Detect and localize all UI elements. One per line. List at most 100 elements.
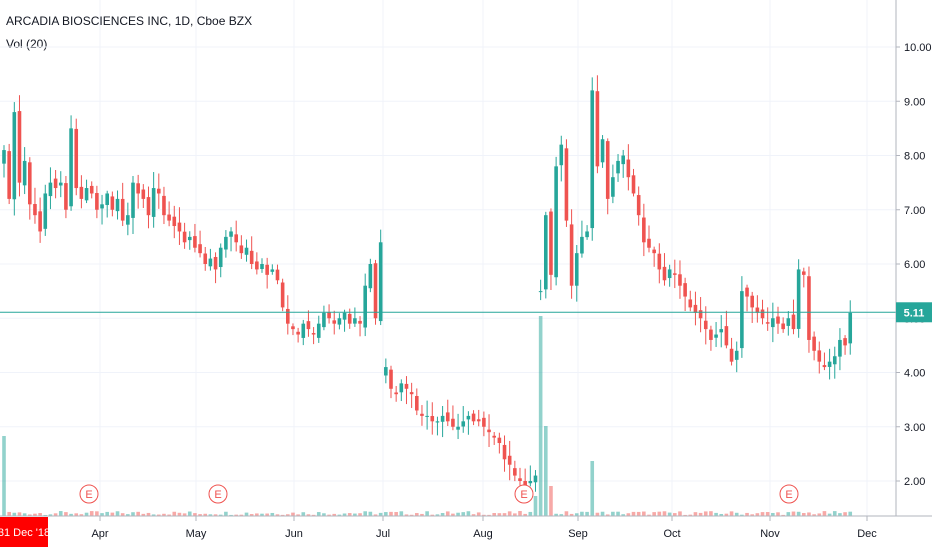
earnings-marker-label: E [85,489,92,501]
volume-bar [832,511,837,516]
candle-body [802,271,806,275]
volume-bar [636,511,641,516]
volume-bar [394,511,398,516]
volume-bar [466,511,471,516]
volume-bar [807,512,811,516]
volume-bar [43,514,48,516]
volume-bar [745,512,749,516]
volume-bar [286,514,290,516]
grid-lines [0,0,896,516]
volume-bar [518,511,522,516]
volume-bar [203,513,208,516]
candle-body [590,90,595,229]
price-axis[interactable]: 10.009.008.007.006.005.004.003.002.00 [896,42,932,488]
candle-body [234,234,238,243]
candle-body [838,339,842,357]
candle-body [533,475,538,483]
volume-bar [384,512,388,516]
candle-body [224,236,228,250]
candle-body [291,326,295,330]
candle-body [611,177,615,197]
candle-body [445,412,450,422]
volume-bar [724,513,729,516]
candle-body [760,309,765,319]
candle-body [43,193,48,229]
volume-bar [95,511,99,516]
volume-bar [791,511,796,516]
candle-body [17,111,22,183]
candle-body [843,338,847,346]
earnings-marker[interactable] [79,484,99,504]
candle-body [502,444,507,460]
volume-bar [105,511,109,516]
volume-bar [420,513,424,516]
candle-body [296,331,300,335]
candle-body [544,215,548,290]
volume-bar [647,514,651,516]
candle-body [327,312,331,319]
candle-body [322,312,326,328]
earnings-marker[interactable] [514,484,534,504]
volume-bar [626,513,631,516]
candle-body [709,329,713,340]
candle-body [642,217,646,243]
candle-body [755,307,760,313]
volume-bar [461,512,466,516]
candle-body [703,320,708,330]
candle-body [466,415,471,420]
candle-body [667,269,672,279]
volume-bar [497,513,502,516]
volume-bar [347,513,352,516]
volume-bar [327,514,331,516]
candle-body [621,155,625,165]
time-tick-label: Dec [857,528,877,540]
candle-body [316,323,321,338]
candle-body [244,247,249,255]
candle-body [559,144,564,166]
candle-body [79,186,84,199]
volume-bar [765,512,770,516]
candle-body [631,175,636,194]
volume-bar [781,514,785,516]
candle-body [420,413,424,416]
candle-body [791,314,796,330]
candle-body [239,245,244,254]
candle-body [177,222,182,232]
volume-bar [270,512,275,516]
volume-bar [605,514,610,516]
volume-bar [187,511,192,516]
volume-bar [89,511,94,516]
candle-body [151,188,156,217]
candle-body [507,455,512,465]
volume-bar [538,316,543,516]
candles [2,75,853,493]
volume-bar [172,511,177,516]
candle-body [342,312,347,320]
candle-body [218,247,223,268]
candle-body [714,334,718,338]
volume-bar [559,514,564,516]
candle-body [461,421,466,427]
candle-body [157,188,161,194]
earnings-marker-label: E [214,489,221,501]
volume-bar [827,513,832,516]
time-tick-label: May [186,528,207,540]
volume-bar [22,513,27,516]
volume-bar [229,514,233,516]
candle-body [280,282,285,308]
volume-bar [404,514,409,516]
candle-body [616,160,620,174]
candle-body [249,250,254,264]
last-price-badge: 5.11 [896,302,932,323]
last-price-badge-bg [896,302,932,323]
time-axis[interactable]: 31 Dec '18 Apr May Jun Jul Aug Sep Oct Nov Dec [0,516,877,547]
earnings-marker[interactable] [779,484,799,504]
candle-body [110,196,115,210]
candle-body [89,185,94,194]
volume-bar [208,514,213,516]
candle-body [487,429,491,433]
volume-bar [507,511,512,516]
earnings-marker[interactable] [208,484,228,504]
volume-bar [528,511,533,516]
